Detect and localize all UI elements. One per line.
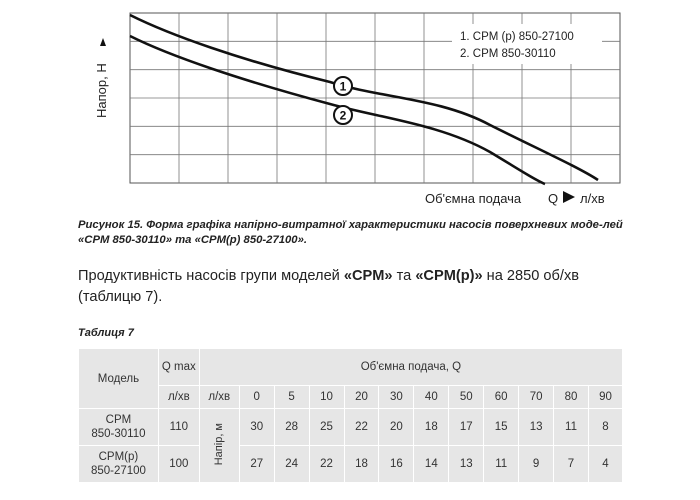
x-axis-arrow-icon [563, 191, 575, 203]
legend-entry: 2. CPM 850-30110 [460, 48, 556, 60]
head-value-cell: 16 [378, 445, 415, 483]
head-value-cell: 22 [343, 408, 380, 446]
performance-table: Модель Q max Об'ємна подача, Q л/хв л/хв… [78, 348, 624, 483]
chart-series-marker: 1 [340, 80, 347, 94]
x-axis-unit: л/хв [580, 191, 605, 206]
table-row: CPM 850-30110 110 Напір, м 30 28 25 22 20… [78, 408, 624, 483]
head-value-cell: 18 [413, 408, 450, 446]
model-name: CPM(p) [98, 451, 139, 463]
head-value-cell: 11 [553, 408, 589, 446]
model-code: 850-30110 [91, 428, 146, 440]
y-axis-arrow-icon [100, 38, 106, 46]
head-value-cell: 15 [483, 408, 520, 446]
head-value-cell: 22 [308, 445, 345, 483]
x-axis-label: Об'ємна подача [425, 191, 522, 206]
series-marker-circle [333, 76, 353, 96]
legend-entry: 1. CPM (p) 850-27100 [460, 31, 574, 43]
head-value-cell: 9 [518, 445, 555, 483]
legend-background [452, 24, 602, 64]
head-value-cell: 28 [273, 408, 310, 446]
flow-value-header: 10 [308, 385, 345, 409]
head-value-cell: 27 [238, 445, 275, 483]
header-flow-unit: л/хв [198, 385, 240, 409]
header-qmax: Q max [157, 348, 200, 386]
head-value-cell: 13 [448, 445, 485, 483]
header-flow: Об'ємна подача, Q [198, 348, 624, 386]
flow-value-header: 20 [343, 385, 380, 409]
y-axis-label: Напор, Н [94, 63, 109, 118]
model-name: CPM [105, 414, 132, 426]
head-value-cell: 30 [238, 408, 275, 446]
flow-value-header: 5 [273, 385, 310, 409]
flow-value-header: 40 [413, 385, 450, 409]
head-label: Напір, м [213, 422, 226, 466]
model-cell: CPM(p) 850-27100 [78, 445, 159, 483]
head-value-cell: 13 [518, 408, 555, 446]
flow-value-header: 50 [448, 385, 485, 409]
chart-series-marker: 2 [340, 109, 347, 123]
x-axis-symbol: Q [548, 191, 558, 206]
paragraph-bold-cpmp: «CPM(p)» [415, 268, 483, 284]
flow-value-header: 70 [518, 385, 555, 409]
qmax-cell: 100 [157, 445, 200, 483]
table-row: CPM(p) 850-27100 100 27 24 22 18 16 14 13… [78, 445, 624, 483]
head-value-cell: 17 [448, 408, 485, 446]
flow-value-header: 80 [553, 385, 589, 409]
flow-value-header: 30 [378, 385, 415, 409]
paragraph: Продуктивність насосів групи моделей «CP… [78, 266, 638, 308]
head-value-cell: 4 [587, 445, 624, 483]
paragraph-text-start: Продуктивність насосів групи моделей [78, 268, 344, 284]
pump-curve-chart: 1 2 1. CPM (p) 850-27100 2. CPM 850-3011… [94, 12, 621, 206]
head-value-cell: 7 [553, 445, 589, 483]
flow-value-header: 60 [483, 385, 520, 409]
head-value-cell: 18 [343, 445, 380, 483]
qmax-cell: 110 [157, 408, 200, 446]
header-model: Модель [78, 348, 159, 409]
head-value-cell: 14 [413, 445, 450, 483]
table-title: Таблиця 7 [78, 327, 134, 339]
model-code: 850-27100 [90, 465, 146, 477]
chart-series-line [129, 34, 546, 186]
figure-caption: Рисунок 15. Форма графіка напірно-витрат… [78, 219, 623, 246]
series-marker-circle [333, 105, 353, 125]
model-cell: CPM 850-30110 [78, 408, 159, 446]
head-value-cell: 25 [308, 408, 345, 446]
paragraph-text-mid: та [392, 268, 416, 284]
flow-value-header: 0 [238, 385, 275, 409]
flow-value-header: 90 [587, 385, 624, 409]
paragraph-text-end: на 2850 об/хв (таблицю 7). [78, 268, 579, 305]
head-value-cell: 8 [587, 408, 624, 446]
head-value-cell: 11 [483, 445, 520, 483]
header-qmax-unit: л/хв [157, 385, 200, 409]
head-label-cell: Напір, м [198, 408, 240, 483]
head-value-cell: 24 [273, 445, 310, 483]
head-value-cell: 20 [378, 408, 415, 446]
paragraph-bold-cpm: «CPM» [343, 268, 393, 284]
chart-series-line [129, 13, 599, 182]
